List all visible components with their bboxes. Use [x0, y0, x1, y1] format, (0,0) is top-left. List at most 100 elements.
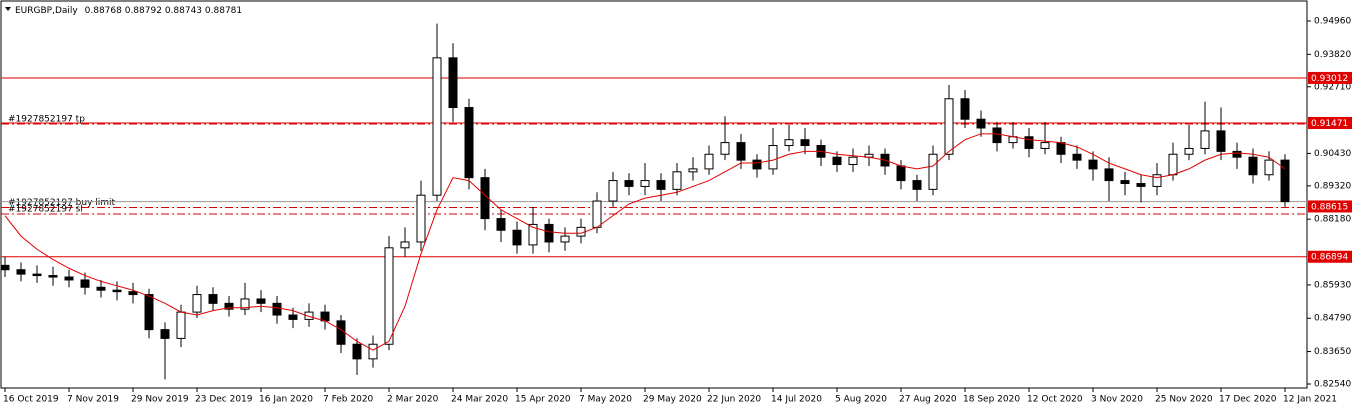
candle-body	[1168, 153, 1178, 176]
price-tag	[1308, 200, 1352, 213]
candle-body	[768, 145, 778, 170]
candle-body	[208, 294, 218, 304]
candle-body	[272, 302, 282, 316]
candle-body	[112, 289, 122, 293]
candle-body	[192, 294, 202, 313]
candle-body	[1280, 159, 1290, 203]
y-tick-label: 0.85930	[1314, 280, 1351, 290]
candle-body	[1136, 183, 1146, 187]
candle-body	[448, 57, 458, 109]
candle-body	[224, 302, 234, 310]
x-tick-label: 24 Mar 2020	[451, 395, 508, 405]
candle-body	[16, 269, 26, 275]
x-tick-label: 29 May 2020	[643, 395, 702, 405]
candle-body	[1088, 159, 1098, 170]
symbol: EURGBP,Daily	[15, 6, 78, 16]
x-tick-label: 2 Mar 2020	[387, 395, 439, 405]
candle-body	[240, 298, 250, 310]
candle-body	[624, 180, 634, 187]
high: 0.88792	[125, 6, 162, 16]
price-tag	[1308, 116, 1352, 129]
candle-body	[896, 165, 906, 182]
x-tick-label: 5 Aug 2020	[835, 395, 887, 405]
candle-body	[560, 235, 570, 243]
x-tick-label: 22 Jun 2020	[707, 395, 761, 405]
candle-body	[64, 276, 74, 281]
order-label: #1927852197 tp	[8, 114, 85, 124]
candle-body	[608, 180, 618, 202]
candle-body	[528, 223, 538, 246]
candle-body	[1024, 136, 1034, 149]
x-tick-label: 18 Sep 2020	[963, 395, 1020, 405]
candle-body	[320, 311, 330, 322]
candle-body	[992, 127, 1002, 144]
price-tag	[1308, 71, 1352, 84]
candle-body	[656, 180, 666, 190]
y-tick-label: 0.89320	[1314, 181, 1351, 191]
candle-body	[144, 294, 154, 331]
candle-body	[752, 159, 762, 170]
candle-body	[464, 107, 474, 179]
moving-average	[4, 133, 1286, 351]
candle-body	[496, 218, 506, 231]
candle-body	[256, 298, 266, 304]
x-tick-label: 12 Jan 2021	[1283, 395, 1337, 405]
candle-body	[672, 171, 682, 190]
candle-body	[432, 57, 442, 196]
menu-arrow[interactable]	[5, 7, 11, 11]
candle-body	[288, 314, 298, 320]
candle-body	[304, 311, 314, 320]
x-tick-label: 27 Aug 2020	[899, 395, 957, 405]
candle-body	[832, 156, 842, 166]
y-tick-label: 0.82540	[1314, 379, 1351, 389]
candle-body	[96, 286, 106, 291]
open: 0.88768	[85, 6, 122, 16]
chart-header: EURGBP,Daily 0.88768 0.88792 0.88743 0.8…	[15, 6, 242, 16]
x-tick-label: 7 May 2020	[579, 395, 632, 405]
order-label: #1927852197 buy limit	[8, 198, 116, 208]
candle-body	[784, 139, 794, 147]
candle-body	[1120, 180, 1130, 185]
candle-body	[1216, 130, 1226, 152]
candle-body	[352, 343, 362, 360]
candle-body	[544, 223, 554, 243]
y-tick-label: 0.93820	[1314, 50, 1351, 60]
x-tick-label: 7 Nov 2019	[67, 395, 119, 405]
candle-body	[976, 118, 986, 129]
y-tick-label: 0.84790	[1314, 314, 1351, 324]
candle-body	[592, 200, 602, 228]
candle-body	[720, 142, 730, 155]
y-tick-label: 0.83650	[1314, 347, 1351, 357]
candle-body	[1152, 174, 1162, 187]
candle-body	[0, 264, 10, 271]
candle-body	[80, 279, 90, 288]
x-tick-label: 25 Nov 2020	[1155, 395, 1213, 405]
candle-body	[688, 168, 698, 173]
candle-body	[336, 320, 346, 345]
x-tick-label: 16 Jan 2020	[259, 395, 313, 405]
x-tick-label: 15 Apr 2020	[515, 395, 571, 405]
y-tick-label: 0.90430	[1314, 149, 1351, 159]
candle-body	[416, 194, 426, 243]
candle-body	[736, 142, 746, 161]
x-tick-label: 14 Jul 2020	[771, 395, 822, 405]
candle-body	[160, 329, 170, 339]
candle-body	[512, 229, 522, 246]
candle-body	[400, 241, 410, 249]
candle-body	[800, 139, 810, 147]
price-tag-label: 0.86894	[1311, 253, 1348, 263]
candle-body	[384, 247, 394, 345]
y-tick-label: 0.94960	[1314, 17, 1351, 27]
candle-body	[368, 343, 378, 360]
y-tick-label: 0.88180	[1314, 215, 1351, 225]
candle-body	[1248, 156, 1258, 176]
candle-body	[928, 153, 938, 190]
price-tag-label: 0.93012	[1311, 74, 1348, 84]
order-label: #1927852197 sl	[8, 205, 83, 215]
x-tick-label: 29 Nov 2019	[131, 395, 189, 405]
y-tick-label: 0.92710	[1314, 82, 1351, 92]
candle-body	[1200, 130, 1210, 149]
candle-body	[128, 291, 138, 296]
